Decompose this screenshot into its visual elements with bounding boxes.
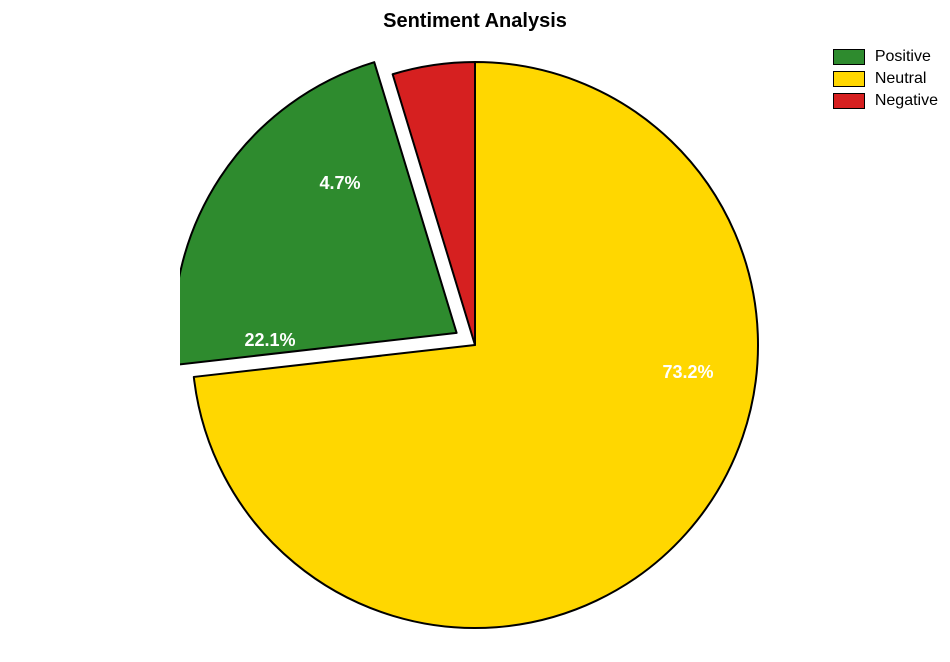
legend-label-neutral: Neutral <box>875 70 927 88</box>
legend: Positive Neutral Negative <box>833 48 938 114</box>
legend-item-positive: Positive <box>833 48 938 66</box>
slice-label-neutral: 73.2% <box>653 362 723 383</box>
slice-label-negative: 4.7% <box>305 173 375 194</box>
legend-item-neutral: Neutral <box>833 70 938 88</box>
slice-label-positive: 22.1% <box>235 330 305 351</box>
legend-swatch-neutral <box>833 71 865 87</box>
legend-swatch-negative <box>833 93 865 109</box>
chart-title: Sentiment Analysis <box>0 10 950 33</box>
legend-item-negative: Negative <box>833 92 938 110</box>
pie-chart-container: Sentiment Analysis Positive Neutral Negati… <box>0 0 950 662</box>
legend-swatch-positive <box>833 49 865 65</box>
pie-chart-svg <box>180 60 770 650</box>
legend-label-positive: Positive <box>875 48 931 66</box>
legend-label-negative: Negative <box>875 92 938 110</box>
